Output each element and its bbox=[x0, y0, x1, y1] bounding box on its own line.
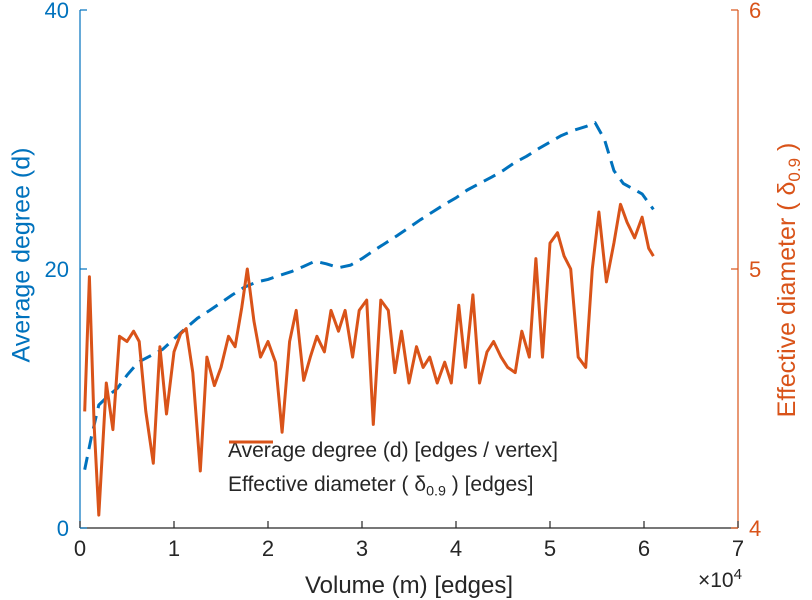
x-axis-title-text: Volume (m) [edges] bbox=[304, 572, 514, 599]
legend-effective-suffix: ) [edges] bbox=[445, 472, 534, 496]
x-multiplier-exponent: 4 bbox=[733, 566, 742, 583]
legend-item-effective-diameter: Effective diameter ( δ0.9 ) [edges] bbox=[228, 440, 558, 499]
series-line-effective-diameter bbox=[83, 202, 655, 517]
x-axis-title: Volume (m) [edges] bbox=[305, 572, 513, 600]
x-tick-label: 4 bbox=[450, 536, 462, 561]
legend-item-average-degree: Average degree (d) [edges / vertex] bbox=[228, 438, 558, 464]
right-tick-label: 4 bbox=[749, 516, 761, 541]
x-tick-label: 0 bbox=[74, 536, 86, 561]
right-tick-label: 5 bbox=[749, 257, 761, 282]
legend-line-effective-diameter-icon bbox=[229, 440, 273, 444]
x-axis-multiplier: ×104 bbox=[698, 566, 742, 593]
x-multiplier-base: ×10 bbox=[697, 569, 734, 592]
legend-delta-symbol: δ bbox=[414, 472, 427, 496]
delta-subscript: 0.9 bbox=[785, 157, 805, 182]
legend-label-effective-diameter: Effective diameter ( δ0.9 ) [edges] bbox=[228, 473, 533, 499]
left-axis-title: Average degree (d) bbox=[8, 148, 37, 363]
legend-effective-prefix: Effective diameter ( bbox=[228, 472, 415, 496]
right-axis-title-prefix: Effective diameter ( bbox=[772, 195, 801, 418]
x-tick-label: 1 bbox=[168, 536, 180, 561]
x-tick-label: 7 bbox=[732, 536, 744, 561]
right-tick-label: 6 bbox=[749, 0, 761, 23]
left-tick-label: 40 bbox=[45, 0, 69, 23]
left-axis-title-text: Average degree (d) bbox=[7, 147, 36, 363]
x-tick-label: 2 bbox=[262, 536, 274, 561]
series-line-average-degree bbox=[83, 121, 655, 471]
right-axis-title-suffix: ) bbox=[772, 142, 801, 158]
x-tick-label: 3 bbox=[356, 536, 368, 561]
legend: Average degree (d) [edges / vertex] Effe… bbox=[228, 438, 558, 499]
legend-delta-subscript: 0.9 bbox=[426, 483, 446, 500]
right-axis-title: Effective diameter ( δ0.9 ) bbox=[773, 143, 805, 418]
delta-symbol: δ bbox=[772, 181, 801, 196]
x-tick-label: 5 bbox=[544, 536, 556, 561]
left-tick-label: 0 bbox=[57, 516, 69, 541]
legend-label-average-degree: Average degree (d) [edges / vertex] bbox=[228, 439, 558, 462]
left-tick-label: 20 bbox=[45, 257, 69, 282]
x-tick-label: 6 bbox=[638, 536, 650, 561]
